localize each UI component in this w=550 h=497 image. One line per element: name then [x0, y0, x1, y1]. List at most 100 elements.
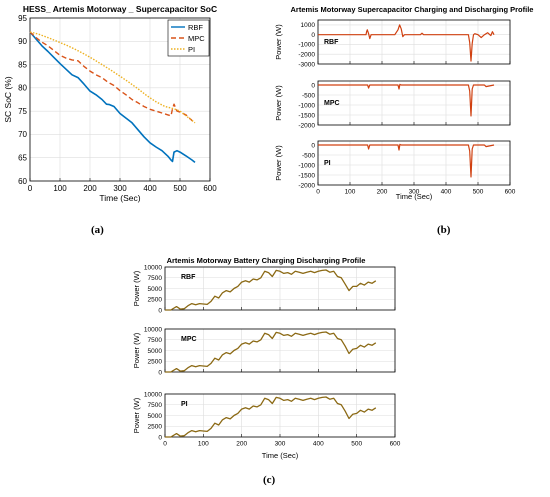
chart-b-mpc-ytick-label: -500	[302, 92, 315, 99]
chart-a-ytick-label: 85	[18, 60, 27, 69]
chart-c-mpc-label: MPC	[181, 336, 197, 343]
chart-a-series-pi	[29, 31, 196, 124]
chart-c-pi-axes-frame	[164, 393, 396, 438]
chart-c-pi-ytick-label: 2500	[148, 424, 163, 431]
caption-c: (c)	[263, 474, 276, 486]
chart-a-ylabel: SC SoC (%)	[3, 76, 13, 122]
chart-c-rbf-ytick-label: 2500	[148, 297, 163, 304]
chart-c-pi-xtick-label: 100	[198, 441, 209, 448]
chart-c-pi-series	[165, 396, 377, 438]
chart-c-xlabel: Time (Sec)	[262, 451, 299, 460]
chart-b-pi-xtick-label: 300	[409, 189, 420, 196]
chart-c-rbf-series	[165, 269, 377, 311]
chart-a-ytick-label: 65	[18, 154, 27, 163]
chart-b-rbf-ytick-label: -1000	[298, 42, 315, 49]
chart-b-rbf-ytick-label: 0	[311, 32, 315, 39]
chart-b-pi-ytick-label: 0	[311, 142, 315, 149]
chart-b-mpc-ytick-label: -1500	[298, 112, 315, 119]
chart-c-mpc-series	[165, 331, 377, 373]
chart-c-mpc-ylabel: Power (W)	[132, 332, 141, 368]
chart-b-mpc-axes-frame	[317, 80, 511, 126]
chart-b-rbf-axes-frame	[317, 19, 511, 65]
chart-b-ylabel-mpc: Power (W)	[274, 85, 283, 121]
chart-a-ytick-label: 90	[18, 37, 27, 46]
chart-c-rbf-ytick-label: 10000	[144, 264, 162, 271]
chart-a-legend-entry-pi: PI	[188, 45, 195, 54]
chart-b-pi-ytick-label: -2000	[298, 182, 315, 189]
chart-a-series-rbf	[29, 31, 196, 164]
chart-b-mpc-label: MPC	[324, 100, 340, 107]
chart-a-ytick-label: 95	[18, 14, 27, 23]
chart-b-pi-axes-frame	[317, 140, 511, 186]
chart-c-rbf-axes-frame	[164, 266, 396, 311]
chart-b-title: Artemis Motorway Supercapacitor Charging…	[291, 5, 534, 14]
chart-b-pi-ytick-label: -500	[302, 152, 315, 159]
chart-a-legend-entry-mpc: MPC	[188, 34, 205, 43]
chart-c-rbf-ylabel: Power (W)	[132, 270, 141, 306]
caption-b: (b)	[437, 224, 451, 236]
chart-c-rbf-label: RBF	[181, 274, 196, 281]
chart-a-xtick-label: 0	[28, 184, 33, 193]
chart-a-xtick-label: 600	[203, 184, 217, 193]
chart-b-pi-xtick-label: 500	[473, 189, 484, 196]
chart-b-rbf-ytick-label: 1000	[301, 22, 316, 29]
chart-c-pi-xtick-label: 0	[163, 441, 167, 448]
chart-b-rbf-ytick-label: -3000	[298, 61, 315, 68]
caption-a: (a)	[91, 224, 104, 236]
chart-b-pi-label: PI	[324, 160, 331, 167]
chart-b-rbf-series	[318, 24, 495, 62]
chart-c-pi-xtick-label: 400	[313, 441, 324, 448]
chart-b-mpc-ytick-label: -1000	[298, 102, 315, 109]
chart-b-xlabel: Time (Sec)	[396, 192, 433, 201]
chart-b-pi-xtick-label: 100	[345, 189, 356, 196]
chart-c-mpc-ytick-label: 7500	[148, 337, 163, 344]
chart-b-mpc-series	[318, 83, 495, 117]
chart-c-pi-xtick-label: 500	[351, 441, 362, 448]
chart-c-pi-xtick-label: 200	[236, 441, 247, 448]
chart-b-pi-series	[318, 143, 495, 178]
chart-a-ytick-label: 60	[18, 177, 27, 186]
chart-a-xtick-label: 500	[173, 184, 187, 193]
chart-a-ytick-label: 75	[18, 107, 27, 116]
chart-c-mpc-ytick-label: 5000	[148, 348, 163, 355]
chart-c-pi-xtick-label: 300	[275, 441, 286, 448]
chart-c-pi-ytick-label: 5000	[148, 413, 163, 420]
chart-c-mpc-axes-frame	[164, 328, 396, 373]
chart-c-mpc-ytick-label: 2500	[148, 359, 163, 366]
chart-c-pi-ytick-label: 7500	[148, 402, 163, 409]
chart-b-rbf-ytick-label: -2000	[298, 51, 315, 58]
chart-b-mpc-ytick-label: 0	[311, 82, 315, 89]
chart-b-pi-ytick-label: -1000	[298, 162, 315, 169]
chart-c-rbf-ytick-label: 7500	[148, 275, 163, 282]
chart-c-pi-ytick-label: 10000	[144, 391, 162, 398]
chart-b-pi-xtick-label: 400	[441, 189, 452, 196]
chart-b-pi-xtick-label: 200	[377, 189, 388, 196]
chart-a-axes-frame	[29, 17, 211, 182]
chart-a-ytick-label: 70	[18, 130, 27, 139]
chart-c-rbf-ytick-label: 0	[158, 307, 162, 314]
chart-a-xtick-label: 100	[53, 184, 67, 193]
chart-a-xtick-label: 400	[143, 184, 157, 193]
chart-c-pi-xtick-label: 600	[390, 441, 401, 448]
chart-a-xtick-label: 200	[83, 184, 97, 193]
chart-c-mpc-ytick-label: 10000	[144, 326, 162, 333]
chart-a-title: HESS_ Artemis Motorway _ Supercapacitor …	[23, 4, 217, 14]
chart-c-pi-ylabel: Power (W)	[132, 397, 141, 433]
chart-b-pi-ytick-label: -1500	[298, 172, 315, 179]
chart-b-pi-xtick-label: 0	[316, 189, 320, 196]
chart-c-pi-label: PI	[181, 401, 188, 408]
chart-a-legend-entry-rbf: RBF	[188, 23, 203, 32]
chart-b-pi-xtick-label: 600	[505, 189, 516, 196]
chart-b-mpc-ytick-label: -2000	[298, 122, 315, 129]
chart-c-pi-ytick-label: 0	[158, 434, 162, 441]
chart-a-xtick-label: 300	[113, 184, 127, 193]
chart-a-series-mpc	[29, 31, 196, 124]
chart-a-ytick-label: 80	[18, 84, 27, 93]
chart-c-mpc-ytick-label: 0	[158, 369, 162, 376]
chart-c-rbf-ytick-label: 5000	[148, 286, 163, 293]
chart-b-ylabel-rbf: Power (W)	[274, 24, 283, 60]
chart-b-rbf-label: RBF	[324, 39, 339, 46]
chart-c-title: Artemis Motorway Battery Charging Discha…	[167, 256, 366, 265]
chart-b-ylabel-pi: Power (W)	[274, 145, 283, 181]
